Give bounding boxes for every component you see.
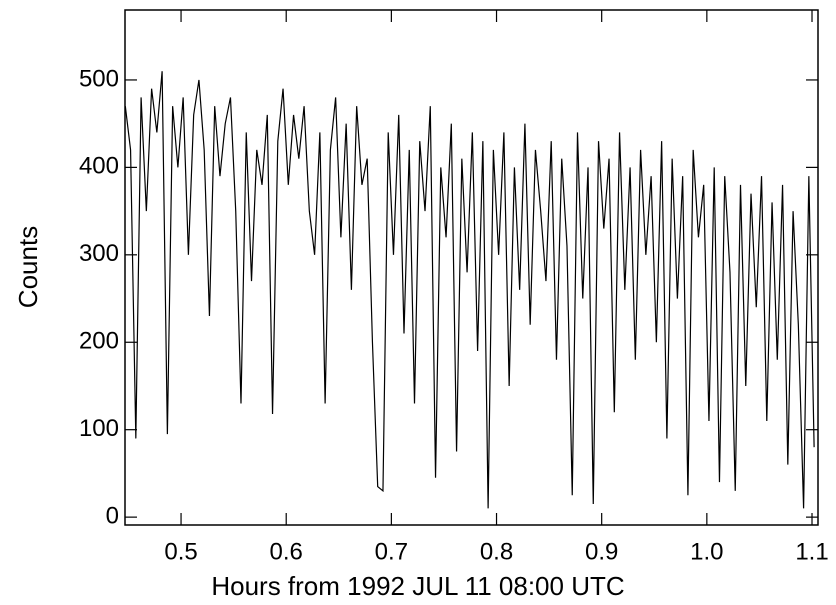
- y-tick-label: 400: [79, 153, 119, 180]
- x-axis-label: Hours from 1992 JUL 11 08:00 UTC: [211, 571, 624, 601]
- x-tick-label: 1.0: [690, 538, 723, 565]
- data-line: [124, 71, 815, 509]
- y-tick-label: 300: [79, 240, 119, 267]
- x-tick-label: 1.1: [795, 538, 828, 565]
- y-axis-label: Counts: [13, 226, 43, 308]
- x-tick-label: 0.9: [585, 538, 618, 565]
- x-tick-label: 0.5: [164, 538, 197, 565]
- y-tick-label: 100: [79, 415, 119, 442]
- x-tick-label: 0.6: [270, 538, 303, 565]
- y-tick-label: 200: [79, 328, 119, 355]
- y-tick-label: 0: [106, 502, 119, 529]
- x-tick-label: 0.8: [480, 538, 513, 565]
- plot-frame: [124, 9, 819, 526]
- y-tick-label: 500: [79, 65, 119, 92]
- x-tick-label: 0.7: [375, 538, 408, 565]
